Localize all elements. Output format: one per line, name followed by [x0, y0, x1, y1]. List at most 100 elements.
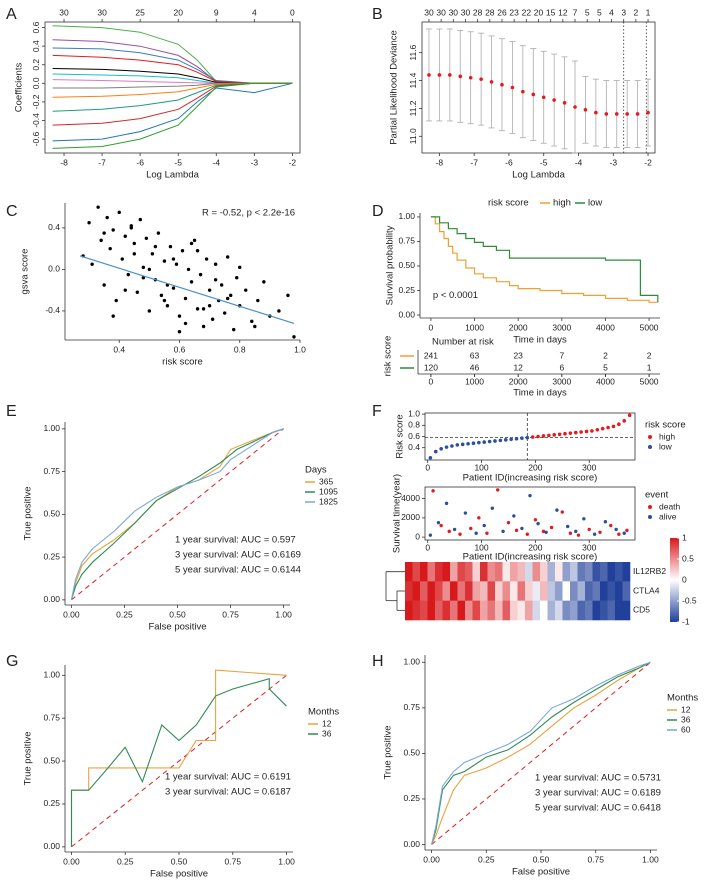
risk-point [471, 441, 476, 446]
survival-point [560, 510, 565, 514]
legend-label: alive [659, 511, 677, 521]
heat-cell [622, 562, 631, 582]
top-tick-label: 30 [461, 7, 471, 17]
survival-curve [430, 216, 658, 303]
y-axis-title: Coefficients [14, 63, 25, 113]
heat-cell [510, 581, 518, 601]
annotation: p < 0.0001 [433, 290, 478, 301]
x-tick-label: 0 [425, 542, 430, 552]
risk-count: 2 [647, 350, 652, 360]
heat-cell [435, 562, 443, 582]
roc-curve [431, 661, 651, 845]
point [171, 286, 176, 290]
x-axis-title: False positive [148, 622, 206, 633]
point [96, 205, 100, 209]
y-axis-title: True positive [23, 731, 34, 785]
x-tick-label: 0.8 [234, 344, 246, 354]
coef-path [52, 82, 293, 142]
point [162, 259, 167, 263]
legend-label: 12 [681, 704, 691, 714]
risk-x-tick-label: 2000 [509, 376, 528, 386]
legend-title: risk score [488, 198, 529, 209]
heat-cell [540, 600, 548, 621]
point [256, 298, 260, 303]
heat-cell [585, 562, 593, 582]
y-axis-title: Partial Likelihood Deviance [389, 30, 400, 145]
cv-point [552, 98, 556, 102]
point [150, 252, 155, 256]
point [126, 272, 130, 277]
survival-point [609, 523, 613, 528]
top-tick-label: 28 [485, 7, 495, 17]
x-tick-label: -7 [470, 157, 478, 167]
point [129, 226, 133, 230]
point [120, 257, 124, 261]
survival-point [452, 527, 457, 532]
risk-point [444, 445, 449, 449]
x-tick-label: 200 [528, 462, 542, 472]
y-tick-label: 2000 [401, 512, 420, 522]
survival-point [469, 526, 473, 531]
survival-point [436, 520, 441, 525]
point [207, 304, 212, 308]
y-tick-label: 0.00 [43, 841, 60, 851]
top-tick-label: 5 [585, 7, 590, 17]
heat-cell [472, 600, 481, 621]
heat-cell [510, 562, 518, 582]
heat-cell [457, 581, 466, 601]
top-tick-label: 30 [59, 7, 69, 17]
x-axis-title: False positive [150, 869, 208, 880]
heat-cell [525, 600, 533, 621]
risk-y-title: risk score [383, 336, 394, 377]
risk-point [611, 424, 616, 429]
annotation: R = -0.52, p < 2.2e-16 [202, 208, 295, 219]
survival-point [617, 532, 621, 536]
risk-point [600, 426, 605, 431]
survival-point [477, 516, 481, 520]
legend-label: death [659, 501, 681, 511]
risk-point [547, 433, 551, 438]
point [277, 309, 281, 313]
x-tick-label: -8 [436, 157, 444, 167]
survival-point [568, 531, 573, 535]
survival-point [525, 532, 530, 536]
point [153, 244, 158, 249]
cv-point [427, 73, 431, 77]
x-tick-label: 0.25 [478, 854, 495, 864]
y-axis-title: gsva score [20, 249, 31, 295]
top-tick-label: 12 [558, 7, 568, 17]
x-tick-label: 0.00 [63, 609, 80, 619]
heat-cell [502, 600, 511, 621]
heat-cell [457, 600, 466, 621]
cv-point [562, 101, 567, 105]
colorbar-label: 0.5 [682, 553, 694, 563]
legend-swatch [648, 505, 652, 509]
panel-letter: B [372, 6, 383, 23]
x-tick-label: 1.00 [642, 854, 659, 864]
heat-cell [547, 562, 556, 582]
roc-curve [70, 669, 287, 847]
x-tick-label: 0.25 [117, 856, 134, 866]
point [286, 293, 290, 298]
survival-point [463, 511, 468, 515]
survival-point [439, 523, 443, 528]
survival-point [512, 514, 516, 518]
y-tick-label: 0.8 [408, 420, 420, 430]
x-tick-label: 0.6 [174, 344, 186, 354]
x-tick-label: 2000 [509, 322, 528, 332]
x-tick-label: 1.00 [275, 609, 292, 619]
risk-point [579, 430, 583, 434]
survival-point [506, 520, 511, 525]
heat-cell [427, 562, 436, 582]
risk-count: 63 [470, 350, 480, 360]
point [105, 215, 109, 220]
point [250, 319, 254, 324]
x-tick-label: -8 [60, 157, 68, 167]
reference-diagonal [71, 674, 287, 848]
point [174, 262, 179, 266]
risk-point [460, 442, 465, 447]
plot-frame [421, 21, 656, 154]
point [222, 311, 227, 315]
